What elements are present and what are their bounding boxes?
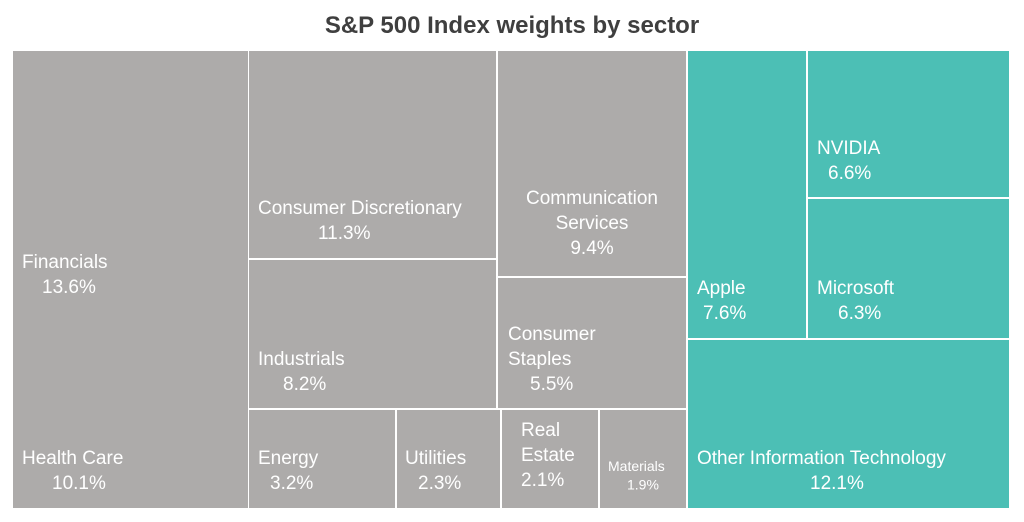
cell-industrials [249, 260, 496, 408]
label-energy: Energy [258, 448, 319, 469]
label-real-estate: Estate [521, 445, 575, 466]
value-health-care: 10.1% [52, 473, 106, 494]
cell-consumer-discretionary [249, 51, 496, 258]
label-apple: Apple [697, 278, 746, 299]
label-consumer-discretionary: Consumer Discretionary [258, 198, 462, 219]
label-utilities: Utilities [405, 448, 466, 469]
cell-materials [600, 410, 686, 508]
value-consumer-staples: 5.5% [530, 374, 573, 395]
label-industrials: Industrials [258, 349, 345, 370]
label-consumer-staples: Consumer [508, 324, 596, 345]
cell-utilities [397, 410, 500, 508]
cell-consumer-staples [498, 278, 686, 408]
label-materials: Materials [608, 458, 665, 474]
cell-other-information-technology [688, 340, 1009, 508]
value-communication-services: 9.4% [570, 238, 613, 259]
value-consumer-discretionary: 11.3% [318, 223, 371, 244]
label-microsoft: Microsoft [817, 278, 895, 299]
cell-communication-services [498, 51, 686, 276]
label-health-care: Health Care [22, 448, 123, 469]
label-communication-services: Services [556, 213, 629, 234]
value-financials: 13.6% [42, 277, 96, 298]
cell-energy [249, 410, 395, 508]
chart-title: S&P 500 Index weights by sector [324, 12, 700, 39]
cell-apple [688, 51, 806, 338]
label-financials: Financials [22, 252, 108, 273]
value-nvidia: 6.6% [828, 163, 871, 184]
cell-real-estate [502, 410, 598, 508]
cell-financials [13, 51, 248, 313]
cell-nvidia [808, 51, 1009, 197]
value-energy: 3.2% [270, 473, 313, 494]
value-real-estate: 2.1% [521, 470, 564, 491]
cell-health-care [13, 313, 248, 508]
value-microsoft: 6.3% [838, 303, 881, 324]
value-utilities: 2.3% [418, 473, 461, 494]
value-apple: 7.6% [703, 303, 746, 324]
cell-microsoft [808, 199, 1009, 338]
value-materials: 1.9% [627, 476, 659, 492]
value-other-information-technology: 12.1% [810, 473, 864, 494]
label-real-estate: Real [521, 420, 560, 441]
value-industrials: 8.2% [283, 374, 326, 395]
label-consumer-staples: Staples [508, 349, 571, 370]
label-communication-services: Communication [526, 188, 658, 209]
label-nvidia: NVIDIA [817, 138, 881, 159]
label-other-information-technology: Other Information Technology [697, 448, 946, 469]
